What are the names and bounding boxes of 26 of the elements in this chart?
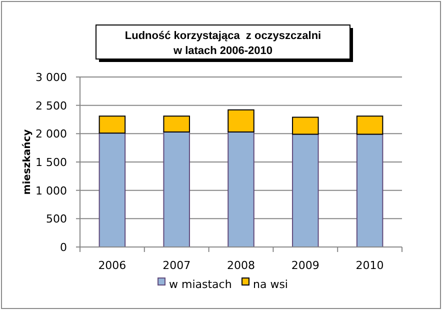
bar bbox=[292, 134, 319, 248]
bar bbox=[163, 116, 190, 132]
x-tick-label: 2009 bbox=[291, 259, 320, 272]
y-tick-label: 3 000 bbox=[36, 71, 67, 84]
legend-label: w miastach bbox=[169, 278, 232, 292]
bar bbox=[228, 131, 254, 248]
y-tick-label: 1 000 bbox=[36, 184, 67, 198]
bar bbox=[356, 116, 384, 135]
x-tick-label: 2006 bbox=[98, 259, 126, 272]
y-tick-label: 500 bbox=[46, 212, 67, 226]
y-axis-title: mieszkańcy bbox=[21, 128, 33, 195]
bar bbox=[292, 116, 319, 135]
y-tick-label: 1 500 bbox=[36, 156, 67, 169]
bar bbox=[98, 116, 126, 134]
bar bbox=[228, 109, 254, 132]
legend-label: na wsi bbox=[253, 278, 288, 292]
x-tick-label: 2010 bbox=[356, 259, 384, 272]
x-tick-label: 2008 bbox=[227, 259, 255, 272]
x-tick-label: 2007 bbox=[162, 259, 191, 272]
bar bbox=[163, 131, 190, 248]
y-tick-label: 0 bbox=[60, 241, 67, 254]
chart-title: Ludność korzystająca z oczyszczalni w latach 2006-2010 bbox=[124, 30, 322, 57]
bar bbox=[98, 132, 126, 248]
y-tick-label: 2 000 bbox=[36, 128, 67, 141]
bar bbox=[356, 134, 384, 248]
y-tick-label: 2 500 bbox=[36, 99, 67, 112]
